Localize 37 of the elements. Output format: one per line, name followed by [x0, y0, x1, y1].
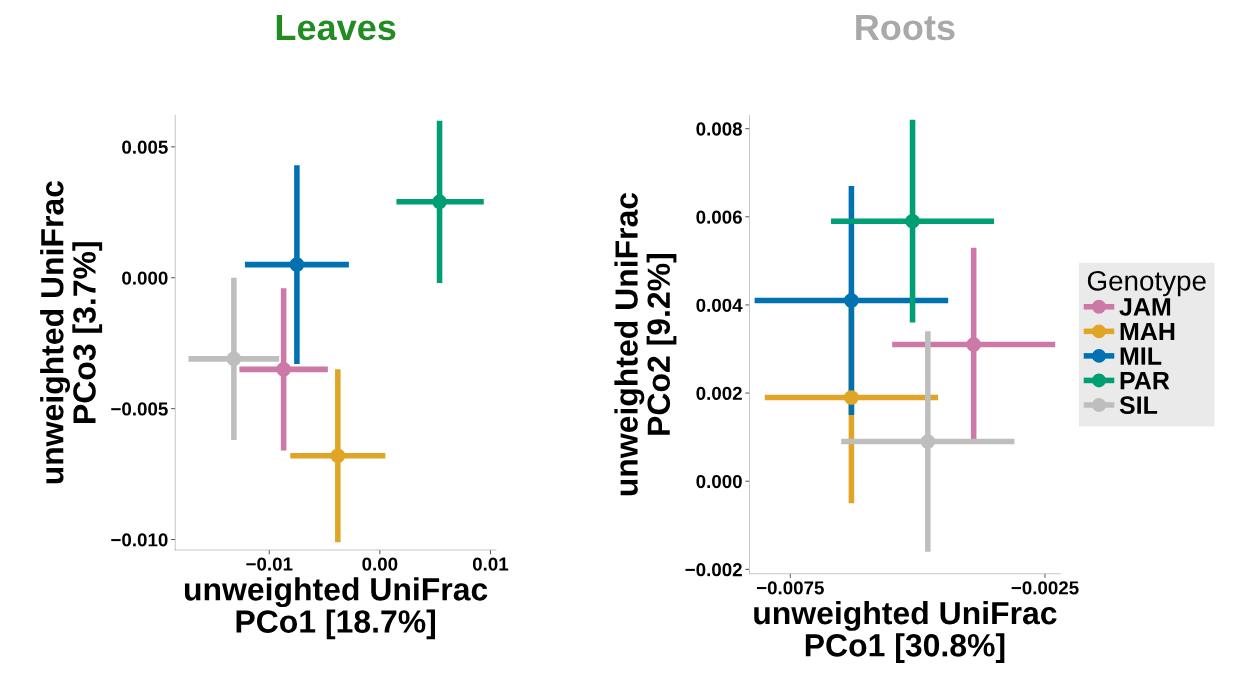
point: [844, 293, 859, 308]
y-axis-title: unweighted UniFrac PCo3 [3.7%]: [40, 181, 103, 484]
x-tick-label: 0.00: [362, 557, 398, 571]
y-tick-label: 0.000: [122, 271, 168, 285]
point: [920, 434, 936, 449]
y-tick-label: −0.010: [111, 533, 168, 547]
legend-label: SIL: [1119, 396, 1158, 414]
point: [844, 390, 859, 405]
x-tick-label: 0.01: [472, 557, 509, 571]
y-tick-label: 0.002: [696, 386, 742, 401]
legend-label: JAM: [1119, 298, 1171, 316]
point: [432, 194, 447, 210]
legend-title: Genotype: [1087, 270, 1206, 297]
point: [289, 257, 305, 272]
y-tick-label: −0.005: [111, 402, 168, 416]
point: [966, 337, 981, 352]
y-tick-label: 0.000: [696, 474, 742, 489]
legend-label: MAH: [1120, 322, 1175, 341]
legend-label: MIL: [1120, 347, 1162, 365]
y-tick-label: 0.004: [696, 298, 743, 312]
x-tick-label: −0.01: [246, 557, 293, 571]
y-tick-label: −0.002: [685, 563, 742, 577]
y-tick-label: 0.006: [696, 210, 742, 224]
y-tick-label: 0.008: [696, 122, 743, 136]
point: [226, 351, 242, 367]
point: [905, 213, 920, 229]
x-tick-label: −0.0075: [756, 581, 824, 595]
x-tick-label: −0.0025: [1011, 581, 1079, 595]
chart-title: Roots: [856, 15, 955, 41]
y-tick-label: 0.005: [122, 140, 168, 154]
x-axis-title: unweighted UniFrac PCo1 [18.7%]: [184, 577, 488, 640]
x-axis-title: unweighted UniFrac PCo1 [30.8%]: [754, 600, 1057, 663]
point: [276, 362, 291, 377]
legend-label: PAR: [1120, 371, 1170, 390]
y-axis-title: unweighted UniFrac PCo2 [9.2%]: [614, 192, 677, 496]
point: [330, 448, 346, 464]
chart-title: Leaves: [276, 15, 396, 41]
